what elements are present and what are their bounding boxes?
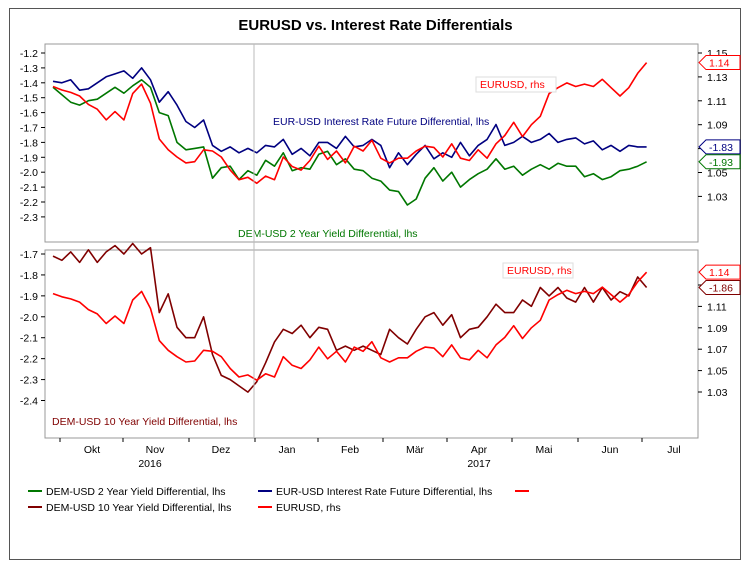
- x-year-label: 2017: [467, 458, 491, 470]
- end-label-box-eurusd: [698, 264, 741, 280]
- right-tick-label: 1.11: [707, 96, 727, 108]
- left-tick-label: -1.5: [20, 93, 38, 105]
- series-line-eurusd: [52, 62, 648, 185]
- right-tick-label: 1.11: [707, 301, 727, 313]
- end-label-eurusd: 1.14: [709, 58, 730, 70]
- left-tick-label: -2.0: [20, 312, 38, 324]
- chart-title: EURUSD vs. Interest Rate Differentials: [238, 17, 513, 34]
- left-tick-label: -2.0: [20, 167, 38, 179]
- x-tick-label-month: Jul: [667, 444, 680, 456]
- left-tick-label: -1.8: [20, 270, 38, 282]
- right-tick-label: 1.03: [707, 387, 728, 399]
- x-tick-label-month: Jan: [279, 444, 296, 456]
- series-line-eurfut: [52, 67, 647, 169]
- left-tick-label: -2.1: [20, 333, 38, 345]
- left-tick-label: -1.8: [20, 137, 38, 149]
- legend-label: DEM-USD 2 Year Yield Differential, lhs: [46, 486, 226, 498]
- left-tick-label: -2.4: [20, 396, 38, 408]
- end-label-box-eurusd: [698, 55, 741, 71]
- end-label-eurfut: -1.83: [709, 142, 733, 154]
- left-tick-label: -1.4: [20, 78, 38, 90]
- left-tick-label: -1.2: [20, 48, 38, 60]
- x-tick-label-month: Jun: [602, 444, 619, 456]
- end-label-dem10y: -1.86: [709, 282, 733, 294]
- panel-box-bottom: [44, 249, 699, 439]
- left-tick-label: -1.9: [20, 291, 38, 303]
- left-tick-label: -2.3: [20, 375, 38, 387]
- left-tick-label: -1.7: [20, 123, 38, 135]
- left-tick-label: -2.2: [20, 197, 38, 209]
- end-label-box-eurfut: [698, 139, 741, 155]
- right-tick-label: 1.07: [707, 344, 728, 356]
- left-tick-label: -2.3: [20, 212, 38, 224]
- right-tick-label: 1.05: [707, 366, 728, 378]
- legend-label: EURUSD, rhs: [276, 502, 341, 514]
- right-tick-label: 1.09: [707, 120, 728, 132]
- series-line-dem10y: [52, 242, 648, 393]
- annotation-dem2y: DEM-USD 2 Year Yield Differential, lhs: [238, 228, 418, 240]
- left-tick-label: -2.1: [20, 182, 38, 194]
- left-tick-label: -1.6: [20, 108, 38, 120]
- right-tick-label: 1.13: [707, 72, 728, 84]
- legend-label: EUR-USD Interest Rate Future Differentia…: [276, 486, 492, 498]
- x-year-label: 2016: [138, 458, 162, 470]
- annotation-eurfut: EUR-USD Interest Rate Future Differentia…: [273, 116, 489, 128]
- left-tick-label: -1.9: [20, 152, 38, 164]
- left-tick-label: -2.2: [20, 354, 38, 366]
- left-tick-label: -1.7: [20, 249, 38, 261]
- annotation-eurusd-bottom: EURUSD, rhs: [507, 265, 572, 277]
- right-tick-label: 1.09: [707, 323, 728, 335]
- annotation-dem10y: DEM-USD 10 Year Yield Differential, lhs: [52, 416, 237, 428]
- x-tick-label-month: Nov: [146, 444, 165, 456]
- x-tick-label-month: Okt: [84, 444, 100, 456]
- end-label-box-dem10y: [698, 279, 741, 295]
- series-line-dem2y: [52, 79, 647, 206]
- panel-box-top: [44, 43, 699, 243]
- x-tick-label-month: Apr: [471, 444, 488, 456]
- annotation-box-eurusd-top: [475, 76, 557, 93]
- x-tick-label-month: Mär: [406, 444, 425, 456]
- legend-label: DEM-USD 10 Year Yield Differential, lhs: [46, 502, 231, 514]
- end-label-dem2y: -1.93: [709, 157, 733, 169]
- annotation-box-eurusd-bottom: [502, 262, 574, 279]
- series-line-eurusd: [52, 271, 648, 382]
- annotation-eurusd-top: EURUSD, rhs: [480, 79, 545, 91]
- right-tick-label: 1.05: [707, 168, 728, 180]
- right-tick-label: 1.03: [707, 191, 728, 203]
- end-label-box-dem2y: [698, 154, 741, 170]
- x-tick-label-month: Feb: [341, 444, 359, 456]
- end-label-eurusd: 1.14: [709, 267, 730, 279]
- x-tick-label-month: Mai: [536, 444, 553, 456]
- x-tick-label-month: Dez: [212, 444, 231, 456]
- left-tick-label: -1.3: [20, 63, 38, 75]
